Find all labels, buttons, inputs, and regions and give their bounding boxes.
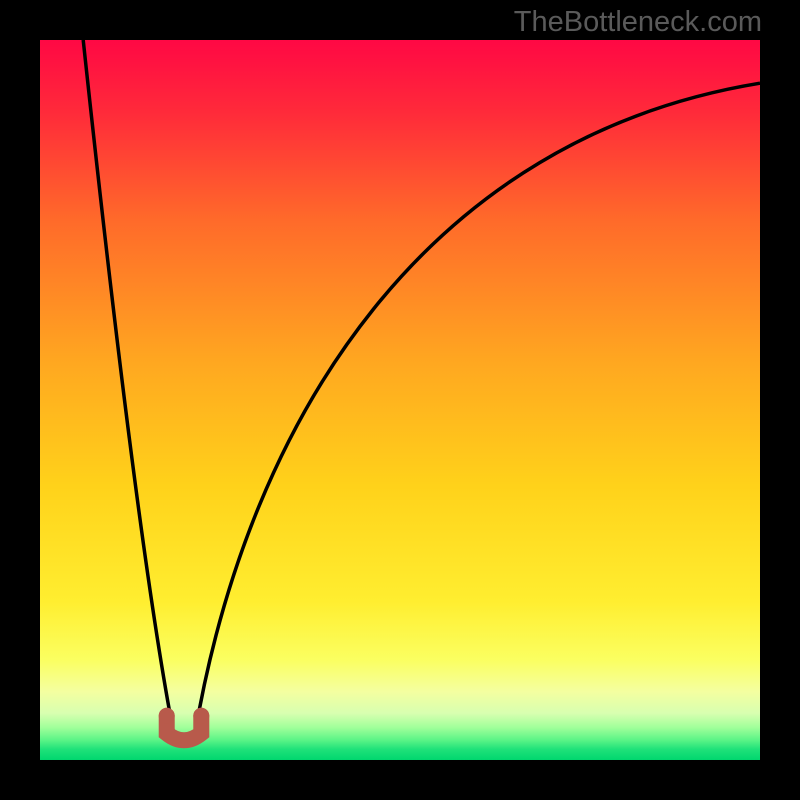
dip-marker-dot-left (159, 708, 175, 724)
chart-canvas: TheBottleneck.com (0, 0, 800, 800)
bottleneck-curve-right (195, 83, 760, 735)
dip-marker-dot-right (193, 708, 209, 724)
watermark-text: TheBottleneck.com (514, 6, 762, 39)
curve-layer (0, 0, 800, 800)
bottleneck-curve-left (83, 40, 174, 735)
dip-marker (159, 708, 210, 741)
